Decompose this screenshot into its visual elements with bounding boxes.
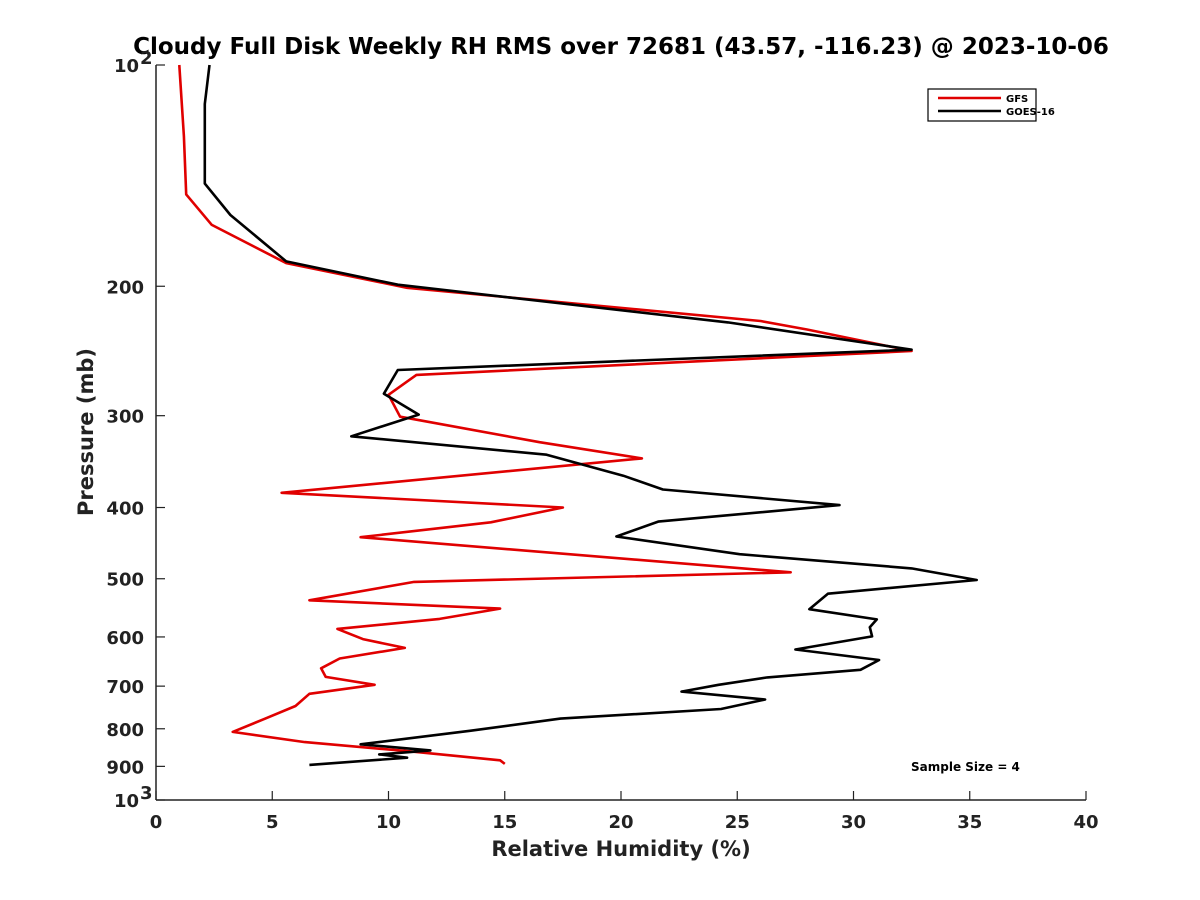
plot-area: 0 5 10 15 20 25 30 35 40 10 220030040050060070080…: [106, 48, 1098, 833]
series-lines: [178, 64, 979, 767]
chart-title: Cloudy Full Disk Weekly RH RMS over 7268…: [133, 34, 1109, 60]
y-tick-label: 700: [106, 677, 144, 698]
y-tick-label: 300: [106, 407, 144, 428]
x-tick-label: 35: [957, 812, 982, 833]
y-tick-label: 200: [106, 277, 144, 298]
x-tick-label: 30: [841, 812, 866, 833]
y-tick-exponent: 2: [140, 48, 153, 69]
legend: GFS GOES-16: [927, 88, 1055, 122]
y-tick-label: 600: [106, 628, 144, 649]
x-tick-label: 15: [492, 812, 517, 833]
x-tick-label: 10: [376, 812, 401, 833]
legend-box: [927, 88, 1037, 122]
y-tick-label: 500: [106, 570, 144, 591]
x-axis-label: Relative Humidity (%): [491, 837, 750, 861]
x-tick-label: 25: [725, 812, 750, 833]
series-line-gfs: [178, 64, 913, 765]
y-tick-label: 10: [114, 56, 139, 77]
x-tick-label: 5: [266, 812, 279, 833]
x-tick-label: 20: [608, 812, 633, 833]
sample-size-annotation: Sample Size = 4: [911, 760, 1020, 774]
y-tick-exponent: 3: [140, 783, 153, 804]
x-tick-label: 40: [1073, 812, 1098, 833]
y-tick-label: 800: [106, 720, 144, 741]
x-axis-ticks: 0 5 10 15 20 25 30 35 40: [150, 791, 1099, 833]
x-tick-label: 0: [150, 812, 163, 833]
y-axis-label: Pressure (mb): [74, 348, 98, 516]
legend-label-gfs: GFS: [1006, 94, 1028, 105]
series-line-goes16: [203, 64, 979, 767]
legend-label-goes16: GOES-16: [1006, 107, 1055, 118]
y-tick-label: 10: [114, 791, 139, 812]
y-tick-label: 900: [106, 757, 144, 778]
y-tick-label: 400: [106, 499, 144, 520]
